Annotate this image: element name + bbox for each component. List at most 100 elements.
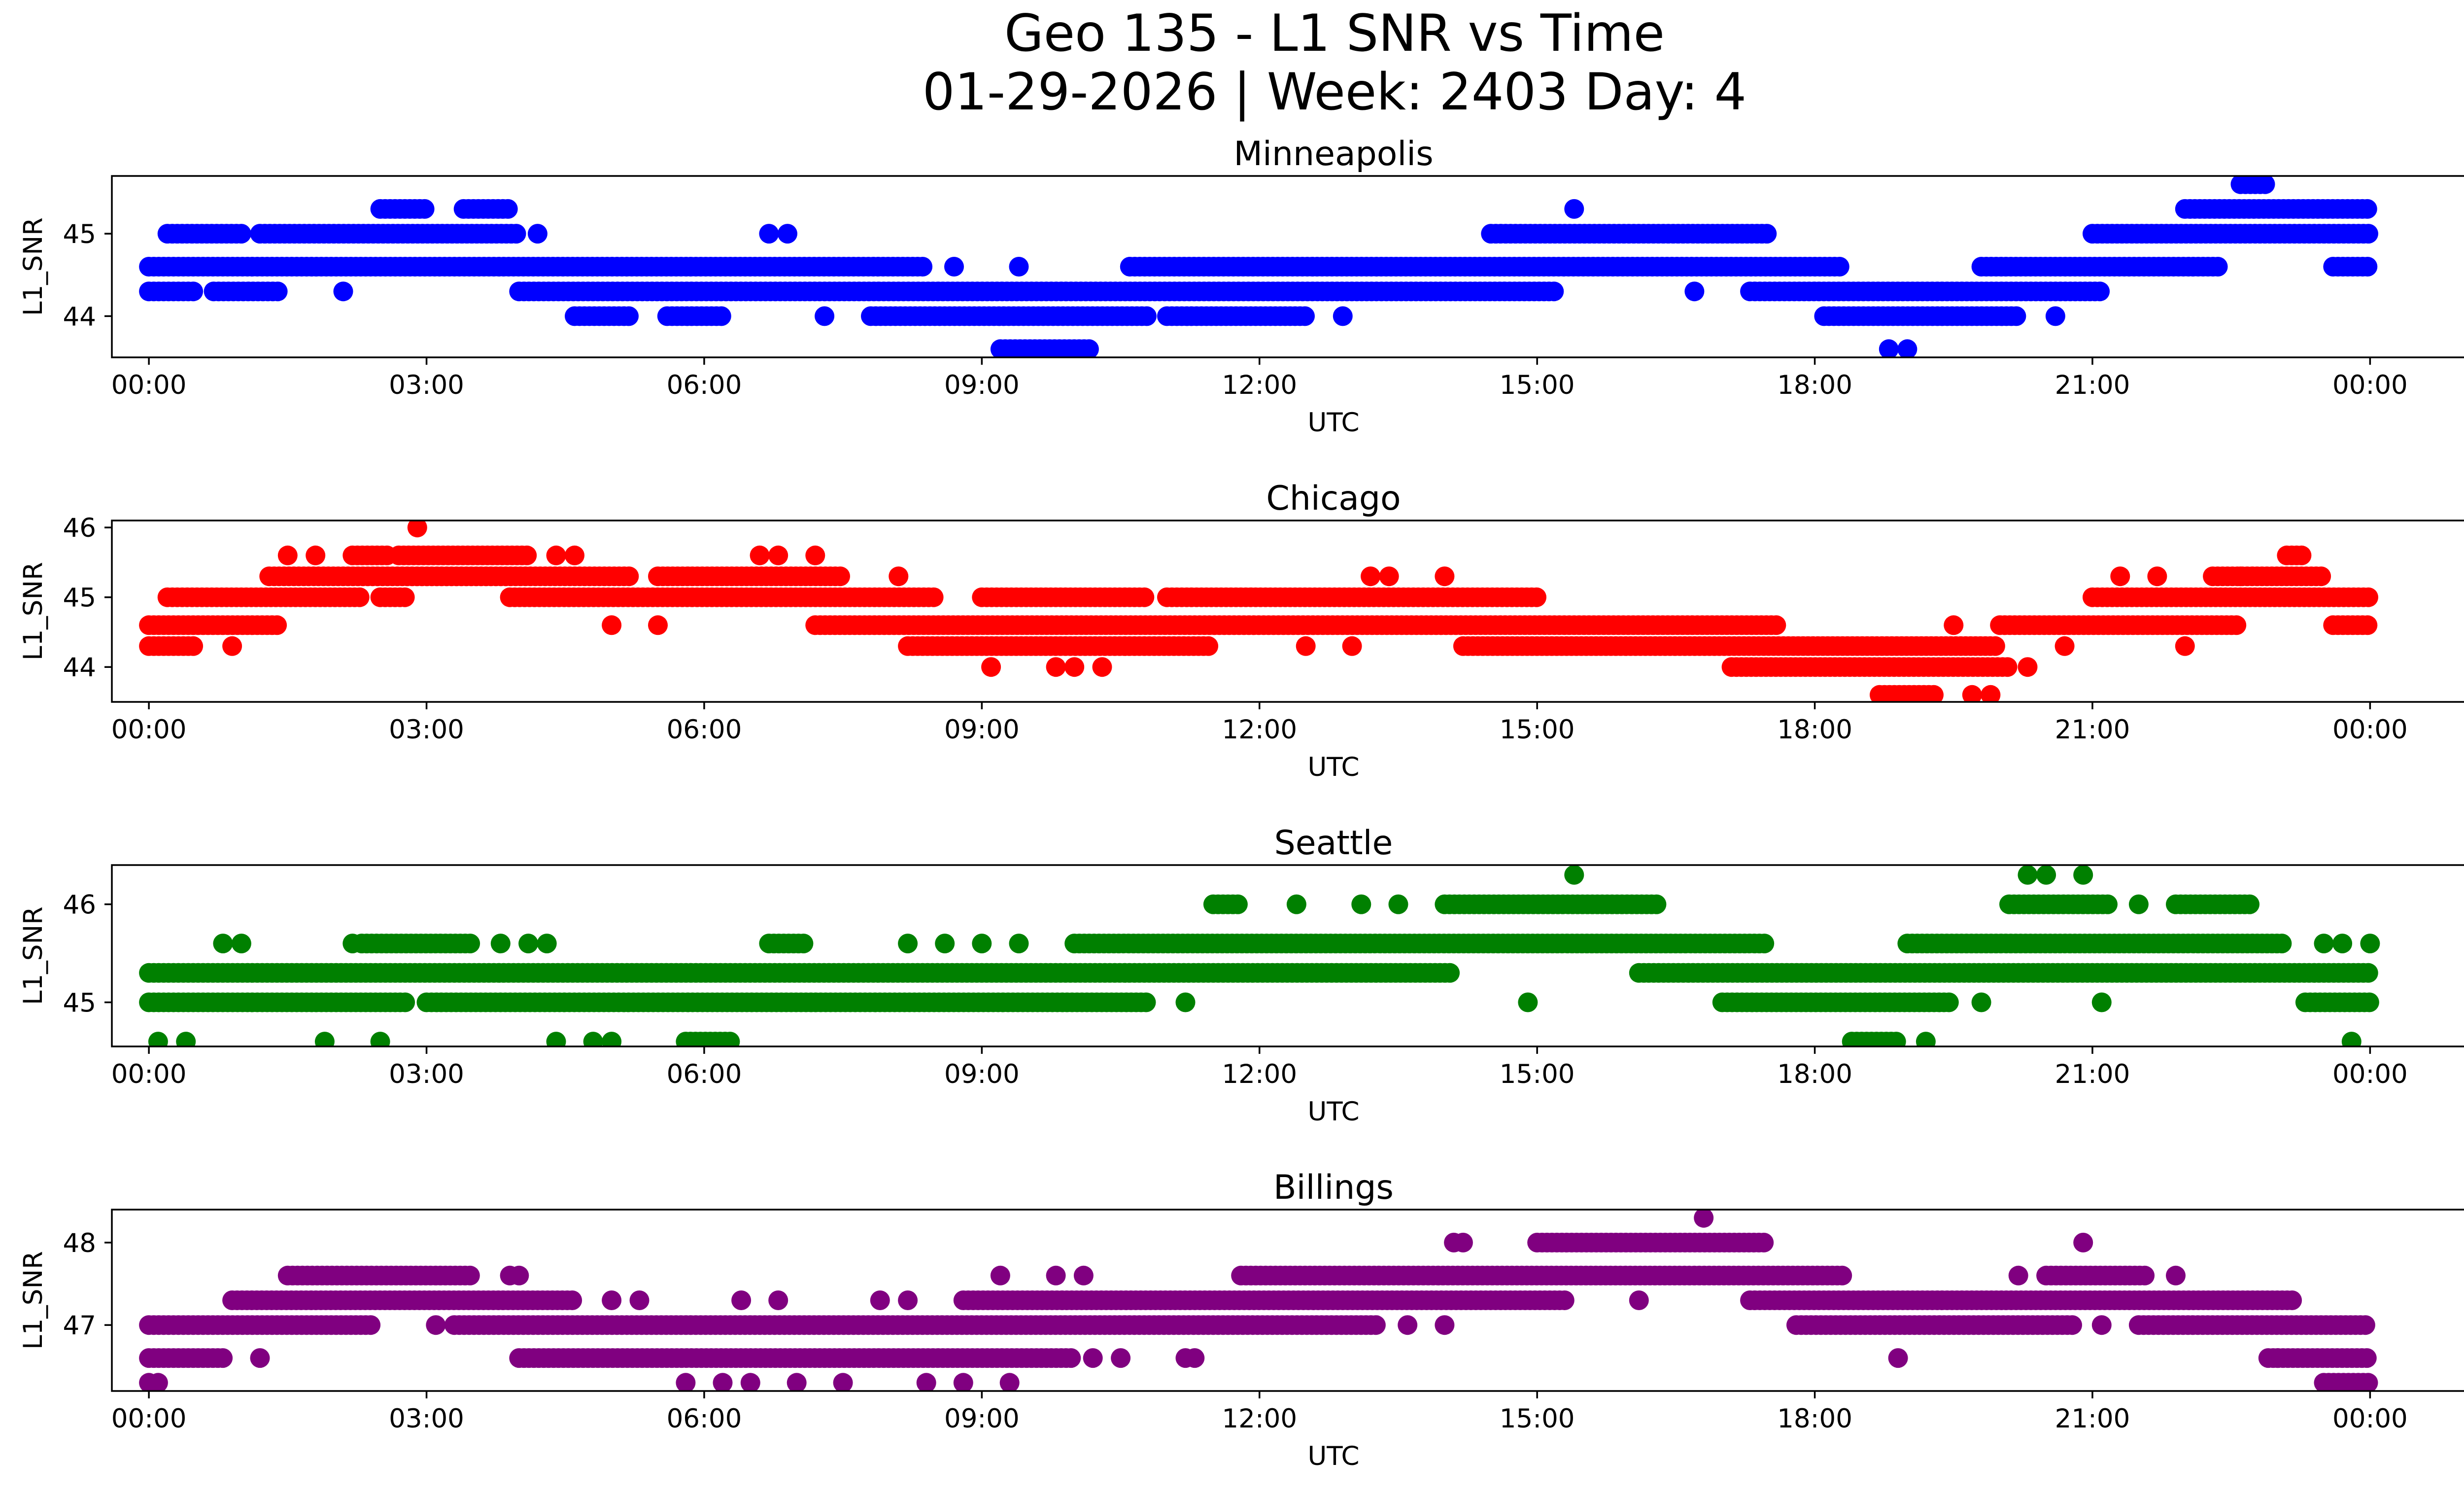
data-point: [602, 1032, 622, 1046]
x-tick-label: 15:00: [1500, 1059, 1575, 1089]
data-point: [583, 1032, 603, 1046]
data-point: [1185, 1348, 1205, 1368]
data-point: [2358, 615, 2378, 635]
data-point: [2357, 199, 2377, 219]
data-point: [537, 934, 557, 954]
data-point: [1083, 1348, 1103, 1368]
data-point: [676, 1373, 696, 1391]
data-point: [183, 636, 204, 656]
data-point: [1554, 1290, 1574, 1310]
data-point: [213, 934, 233, 954]
data-point: [1136, 992, 1156, 1012]
data-point: [2090, 281, 2110, 302]
data-point: [2240, 894, 2259, 914]
y-tick-label: 48: [63, 1228, 96, 1258]
data-point: [306, 545, 326, 565]
data-point: [1518, 992, 1538, 1012]
x-tick-label: 21:00: [2055, 1059, 2130, 1089]
data-point: [1564, 865, 1584, 885]
data-point: [509, 1265, 529, 1286]
data-point: [268, 281, 288, 302]
y-tick-label: 47: [63, 1311, 96, 1341]
data-point: [713, 1373, 733, 1391]
data-point: [1939, 992, 1959, 1012]
data-point: [711, 306, 731, 326]
data-point: [1754, 934, 1775, 954]
data-point: [1092, 657, 1112, 677]
y-tick-label: 46: [63, 890, 96, 920]
data-point: [2008, 1265, 2028, 1286]
data-point: [2359, 992, 2379, 1012]
x-tick-label: 06:00: [667, 715, 742, 745]
data-point: [407, 521, 427, 538]
axes-frame: [111, 864, 2464, 1047]
data-point: [2018, 865, 2038, 885]
data-point: [2230, 566, 2251, 587]
y-tick-label: 46: [63, 513, 96, 543]
data-point: [1435, 1315, 1455, 1335]
subplot-title: Seattle: [1274, 824, 1393, 863]
data-point: [1134, 587, 1155, 607]
data-point: [1924, 685, 1944, 702]
data-point: [898, 934, 918, 954]
data-point: [2358, 963, 2378, 983]
data-point: [2208, 257, 2228, 277]
x-tick-label: 06:00: [667, 1059, 742, 1089]
data-point: [2282, 1290, 2302, 1310]
data-point: [1971, 992, 1991, 1012]
data-point: [333, 281, 353, 302]
x-tick-label: 09:00: [944, 1404, 1020, 1434]
data-point: [2359, 587, 2378, 607]
data-point: [1564, 199, 1584, 219]
data-point: [2098, 894, 2118, 914]
data-point: [213, 1348, 233, 1368]
data-point: [953, 1373, 973, 1391]
data-point: [1754, 1232, 1774, 1252]
data-point: [768, 1290, 788, 1310]
data-point: [1757, 224, 1777, 244]
data-point: [2267, 1348, 2288, 1368]
x-tick-label: 18:00: [1777, 715, 1852, 745]
data-point: [2226, 615, 2247, 635]
data-point: [2311, 566, 2331, 587]
data-point: [1333, 306, 1353, 326]
data-point: [1351, 894, 1371, 914]
x-tick-label: 18:00: [1777, 1059, 1852, 1089]
data-point: [1009, 257, 1029, 277]
data-point: [731, 1290, 752, 1310]
data-point: [889, 566, 909, 587]
data-point: [870, 1290, 890, 1310]
data-point: [1398, 1315, 1418, 1335]
data-point: [1694, 1210, 1714, 1228]
data-point: [1198, 636, 1219, 656]
data-point: [1962, 685, 1982, 702]
y-tick-label: 45: [63, 988, 96, 1018]
data-point: [1886, 1032, 1906, 1046]
x-tick-label: 00:00: [111, 370, 187, 400]
data-point: [778, 224, 797, 244]
data-point: [414, 199, 435, 219]
data-point: [619, 566, 639, 587]
data-point: [629, 1290, 650, 1310]
data-point: [1766, 615, 1786, 635]
data-point: [924, 587, 944, 607]
y-tick-label: 44: [63, 653, 96, 683]
data-point: [1073, 1265, 1094, 1286]
y-tick-label: 44: [63, 302, 96, 332]
data-points: [139, 521, 2378, 702]
data-point: [2292, 545, 2312, 565]
data-point: [1544, 281, 1564, 302]
data-point: [2175, 636, 2195, 656]
data-point: [999, 1373, 1020, 1391]
x-tick-label: 21:00: [2055, 1404, 2130, 1434]
data-points: [139, 865, 2380, 1046]
data-point: [1295, 306, 1315, 326]
x-tick-label: 12:00: [1222, 715, 1297, 745]
data-point: [619, 306, 639, 326]
x-tick-label: 00:00: [2332, 1404, 2408, 1434]
data-point: [833, 1373, 853, 1391]
data-point: [2091, 1315, 2112, 1335]
x-axis-label: UTC: [1307, 1441, 1359, 1471]
data-point: [768, 545, 788, 565]
subplot-title: Chicago: [1266, 479, 1401, 518]
